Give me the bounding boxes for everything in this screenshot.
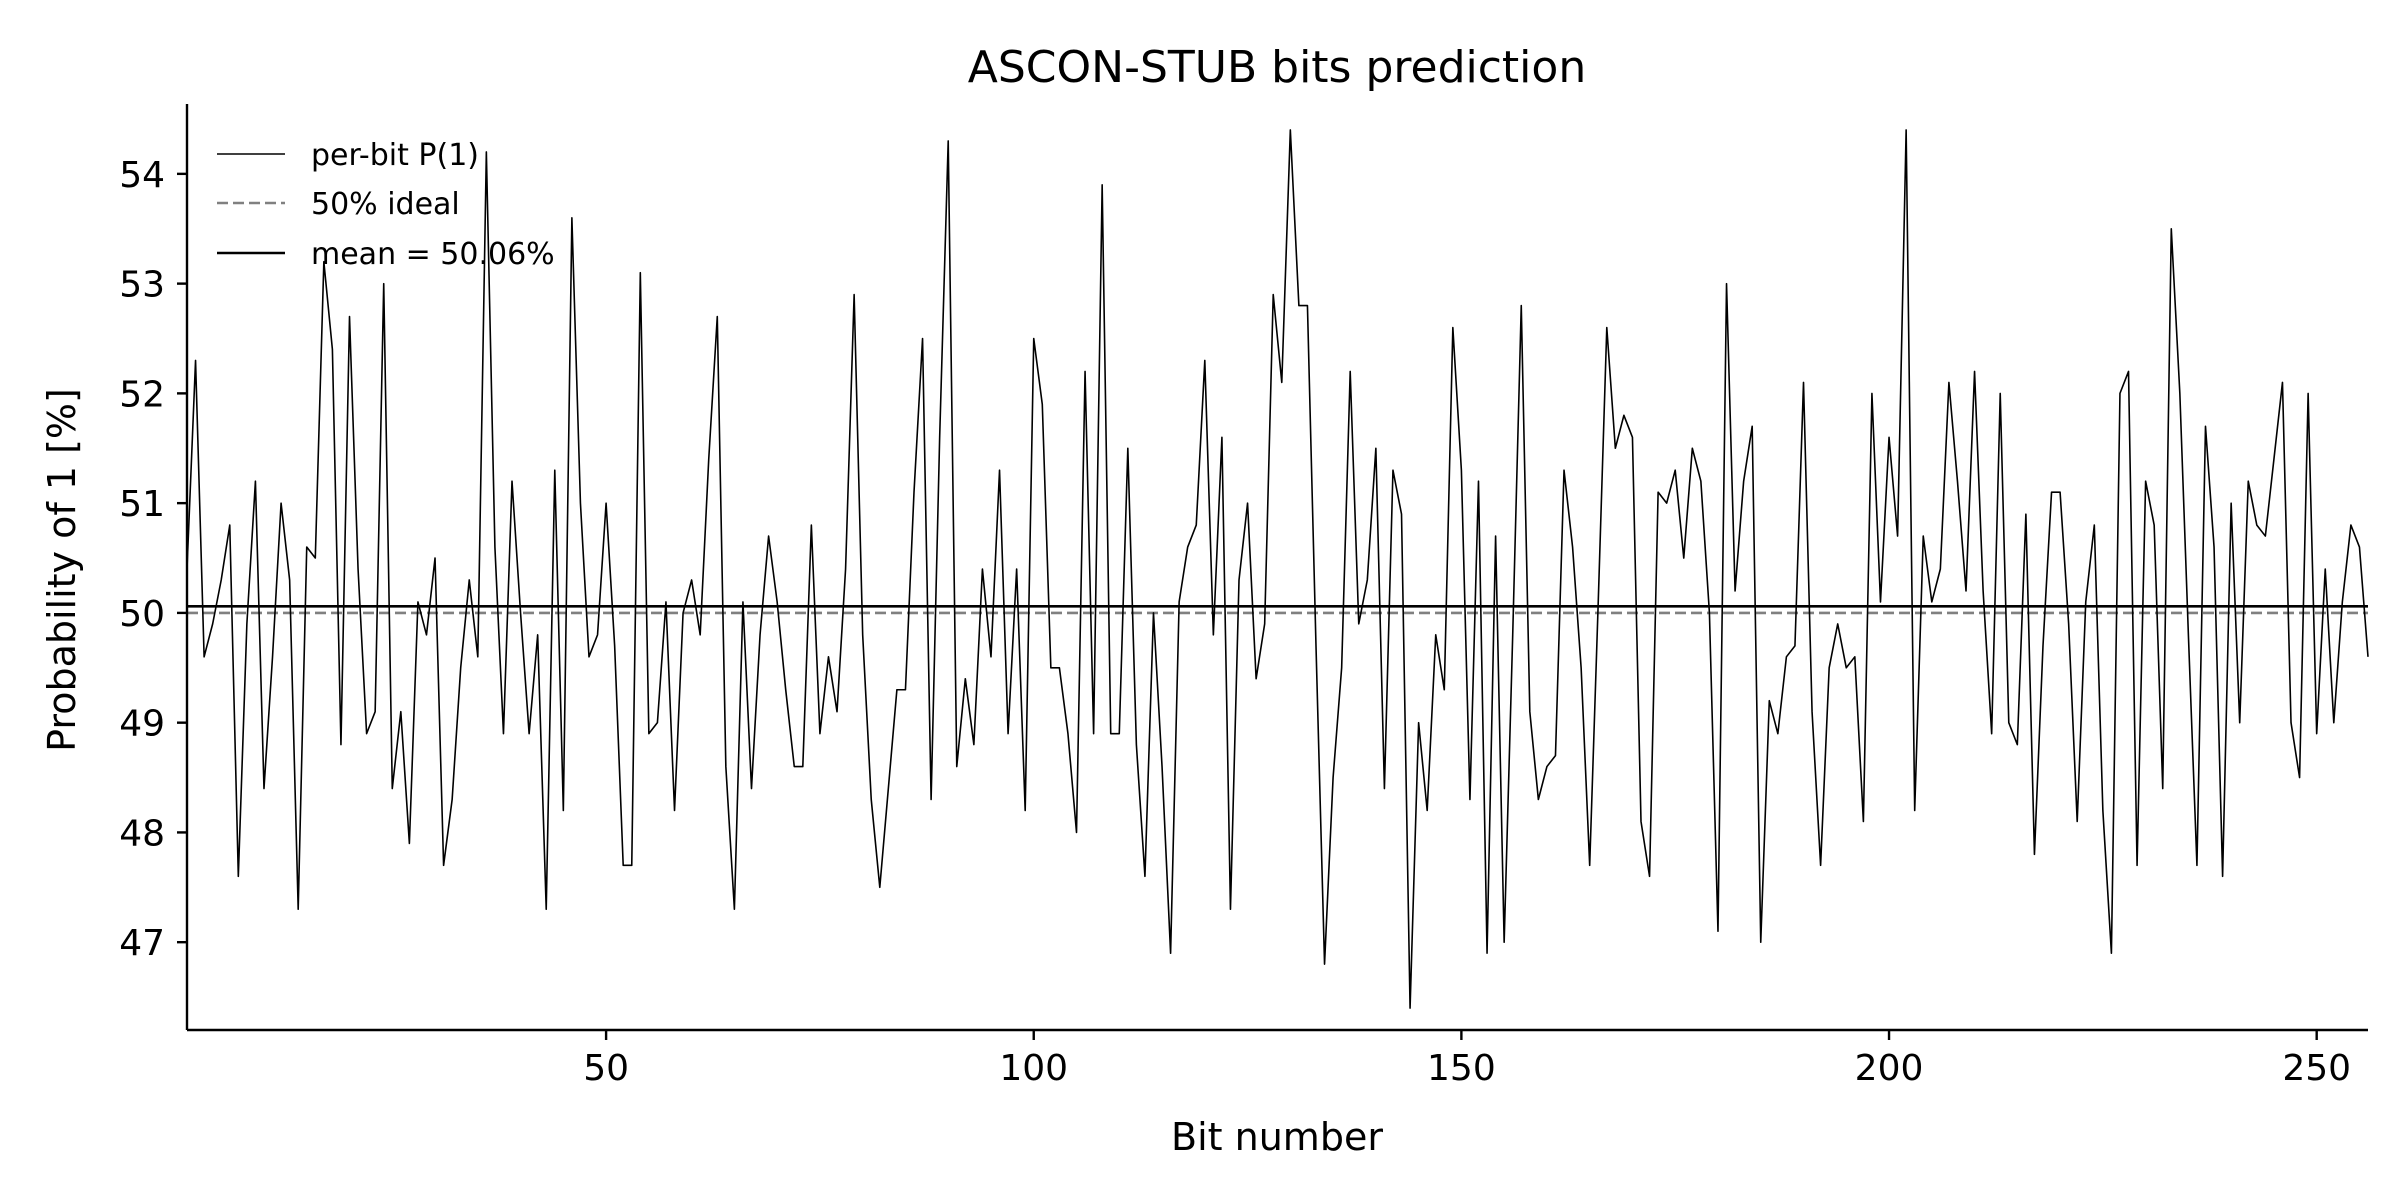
y-tick-label: 51 <box>119 484 165 525</box>
per-bit-series-line <box>186 129 2369 1009</box>
y-tick-label: 53 <box>119 265 165 306</box>
y-tick-label: 48 <box>119 813 165 854</box>
y-axis-label: Probability of 1 [%] <box>40 388 84 752</box>
y-tick-label: 50 <box>119 594 165 635</box>
x-tick-label: 50 <box>583 1048 629 1089</box>
y-tick-label: 47 <box>119 923 165 964</box>
y-tick-label: 52 <box>119 374 165 415</box>
legend-ideal-label: 50% ideal <box>311 187 460 222</box>
plot-area <box>186 129 2369 1009</box>
axes: 50 100 150 200 250 47 48 49 50 51 52 53 54 <box>119 104 2368 1089</box>
y-tick-label: 54 <box>119 155 165 196</box>
legend: per-bit P(1) 50% ideal mean = 50.06% <box>217 138 555 272</box>
x-tick-label: 250 <box>2282 1048 2351 1089</box>
x-tick-label: 150 <box>1427 1048 1496 1089</box>
x-tick-label: 200 <box>1855 1048 1924 1089</box>
x-axis-label: Bit number <box>1171 1115 1383 1159</box>
legend-mean-label: mean = 50.06% <box>311 237 555 272</box>
legend-per-bit-label: per-bit P(1) <box>311 138 479 173</box>
y-tick-label: 49 <box>119 704 165 745</box>
x-tick-label: 100 <box>999 1048 1068 1089</box>
chart-title: ASCON-STUB bits prediction <box>968 42 1586 93</box>
